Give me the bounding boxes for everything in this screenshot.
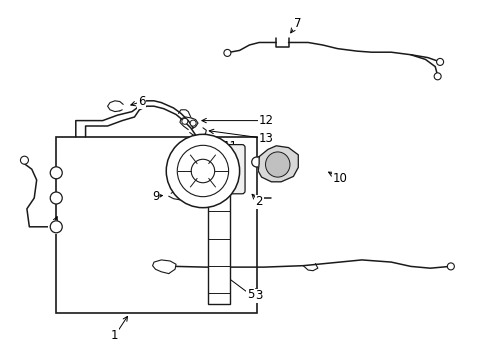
Circle shape bbox=[166, 134, 239, 208]
Circle shape bbox=[436, 58, 443, 66]
Text: 6: 6 bbox=[138, 95, 145, 108]
Circle shape bbox=[177, 145, 228, 197]
Circle shape bbox=[20, 156, 28, 164]
Text: 9: 9 bbox=[151, 190, 159, 203]
Circle shape bbox=[447, 263, 453, 270]
Text: 8: 8 bbox=[265, 163, 273, 176]
Bar bbox=[56, 137, 256, 313]
Text: 11: 11 bbox=[222, 140, 237, 153]
Circle shape bbox=[433, 73, 440, 80]
Text: 7: 7 bbox=[293, 17, 301, 30]
Text: 2: 2 bbox=[255, 195, 263, 208]
Polygon shape bbox=[258, 146, 298, 182]
Text: 10: 10 bbox=[332, 172, 346, 185]
Text: 12: 12 bbox=[259, 114, 273, 127]
Text: 4: 4 bbox=[49, 220, 57, 233]
Ellipse shape bbox=[265, 152, 289, 177]
Circle shape bbox=[50, 221, 62, 233]
Circle shape bbox=[50, 192, 62, 204]
Circle shape bbox=[190, 120, 196, 126]
Text: 5: 5 bbox=[246, 288, 254, 301]
Circle shape bbox=[251, 157, 261, 167]
Bar bbox=[207, 146, 229, 304]
Circle shape bbox=[50, 167, 62, 179]
Text: 1: 1 bbox=[111, 329, 119, 342]
Circle shape bbox=[182, 118, 187, 124]
FancyBboxPatch shape bbox=[202, 145, 244, 194]
Circle shape bbox=[224, 49, 230, 57]
Text: 13: 13 bbox=[259, 132, 273, 145]
Text: 3: 3 bbox=[255, 289, 263, 302]
Circle shape bbox=[191, 159, 214, 183]
